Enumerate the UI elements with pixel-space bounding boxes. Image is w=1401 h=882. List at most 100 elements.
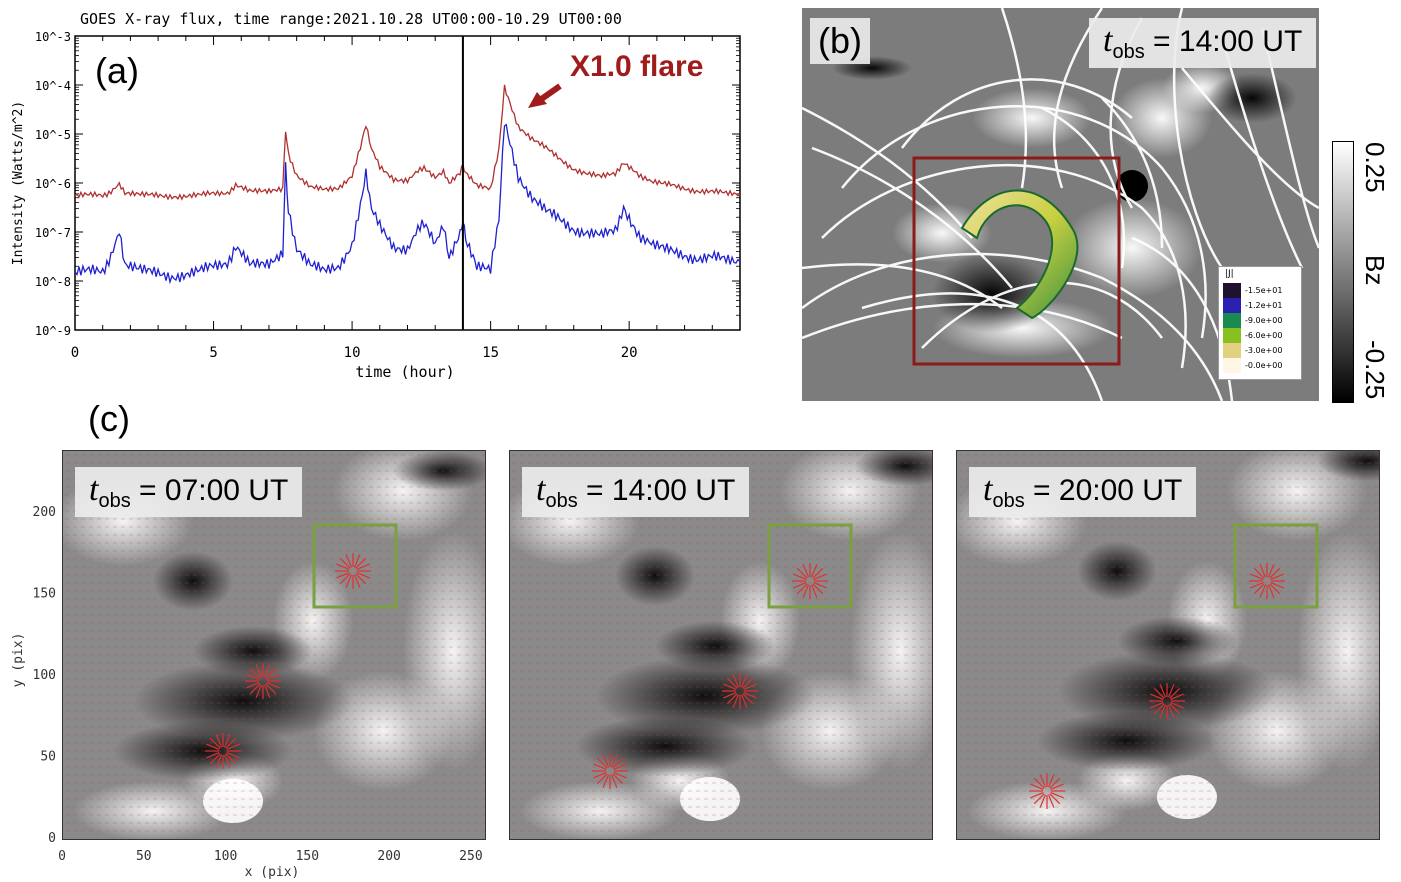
legend-row: -0.0e+00 — [1223, 358, 1282, 373]
c-x-tick-label: 200 — [377, 849, 400, 864]
velocity-arrow — [812, 583, 824, 595]
region-box — [767, 523, 853, 609]
legend-value: -6.0e+00 — [1245, 331, 1283, 340]
velocity-arrow — [345, 554, 353, 568]
velocity-arrow — [1267, 564, 1275, 578]
legend-swatch — [1223, 358, 1241, 373]
velocity-arrow — [810, 564, 818, 578]
velocity-arrow — [353, 554, 361, 568]
c-x-tick-label: 150 — [296, 849, 319, 864]
velocity-arrow — [602, 754, 610, 768]
velocity-arrow — [1033, 793, 1045, 805]
y-tick-label: 10^-5 — [35, 128, 71, 142]
y-tick-label: 10^-3 — [35, 30, 71, 44]
velocity-arrow — [813, 573, 827, 581]
legend-swatch — [1223, 313, 1241, 328]
c-x-axis-label: x (pix) — [245, 865, 300, 880]
velocity-arrow — [263, 684, 271, 698]
velocity-arrow — [593, 771, 607, 779]
x-axis-label: time (hour) — [355, 363, 454, 381]
velocity-arrow — [215, 754, 223, 768]
velocity-arrow — [226, 743, 240, 751]
velocity-arrow — [610, 754, 618, 768]
flux-series-line — [74, 123, 741, 285]
velocity-arrow — [209, 737, 221, 749]
velocity-arrow — [1250, 581, 1264, 589]
region-box — [312, 523, 398, 609]
velocity-arrow — [793, 581, 807, 589]
velocity-arrow — [740, 694, 748, 708]
velocity-arrow — [742, 693, 754, 705]
velocity-arrow — [1270, 581, 1284, 589]
flux-series — [74, 84, 741, 285]
y-tick-label: 10^-4 — [35, 79, 71, 93]
velocity-arrow — [249, 683, 261, 695]
legend-value: -1.5e+01 — [1245, 286, 1283, 295]
velocity-arrow — [1159, 704, 1167, 718]
velocity-arrow — [223, 754, 231, 768]
x-tick-label: 10 — [344, 345, 361, 361]
legend-value: -0.0e+00 — [1245, 361, 1283, 370]
velocity-arrow — [265, 667, 277, 679]
velocity-arrow — [732, 674, 740, 688]
velocity-arrow — [225, 737, 237, 749]
velocity-arrow — [723, 691, 737, 699]
velocity-arrow — [209, 753, 221, 765]
velocity-arrow — [265, 683, 277, 695]
velocity-arrow — [1153, 687, 1165, 699]
legend-row: -3.0e+00 — [1223, 343, 1282, 358]
velocity-arrows — [1029, 563, 1285, 809]
legend-row: -1.2e+01 — [1223, 298, 1282, 313]
x-tick-label: 5 — [209, 345, 217, 361]
velocity-arrow — [612, 773, 624, 785]
velocity-arrow — [339, 573, 351, 585]
velocity-arrow — [356, 571, 370, 579]
legend-swatch — [1223, 343, 1241, 358]
velocity-arrow — [1159, 684, 1167, 698]
colorbar-label: Bz — [1360, 255, 1390, 286]
velocity-arrow — [1153, 703, 1165, 715]
x-tick-label: 15 — [482, 345, 499, 361]
velocity-arrow — [796, 567, 808, 579]
y-axis-label: Intensity (Watts/m^2) — [11, 101, 26, 265]
velocity-arrow — [1170, 693, 1184, 701]
goes-xray-flux-chart: GOES X-ray flux, time range:2021.10.28 U… — [11, 10, 741, 381]
panel-a-letter: (a) — [95, 50, 139, 91]
velocity-arrow — [353, 574, 361, 588]
velocity-arrow — [612, 757, 624, 769]
region-box — [1233, 523, 1319, 609]
velocity-arrow — [810, 584, 818, 598]
velocity-arrow — [1169, 703, 1181, 715]
velocity-arrow — [266, 681, 280, 689]
velocity-arrow — [1030, 783, 1044, 791]
obs-time-label: tobs = 20:00 UT — [969, 467, 1197, 517]
y-axis-ticks: 10^-9 10^-8 10^-7 10^-6 10^-5 10^-4 10^-3 — [35, 30, 740, 338]
y-tick-label: 10^-7 — [35, 226, 71, 240]
velocity-arrow — [1253, 567, 1265, 579]
panel-b: (b) tobs = 14:00 UT |J| -1.5e+01 -1.2e+01… — [802, 8, 1319, 401]
velocity-arrow — [223, 734, 231, 748]
velocity-arrow — [740, 674, 748, 688]
panel-c-letter: (c) — [88, 398, 130, 439]
velocity-arrow — [1269, 567, 1281, 579]
velocity-arrow — [263, 664, 271, 678]
velocity-arrow — [1050, 791, 1064, 799]
velocity-arrow — [596, 773, 608, 785]
velocity-arrow — [255, 664, 263, 678]
velocity-arrow — [1033, 777, 1045, 789]
velocity-arrow — [726, 693, 738, 705]
velocity-arrow — [215, 734, 223, 748]
velocity-arrow — [1167, 704, 1175, 718]
c-y-tick-label: 150 — [33, 586, 56, 601]
velocity-arrow — [1167, 684, 1175, 698]
legend-value: -1.2e+01 — [1245, 301, 1283, 310]
velocity-arrow — [1049, 793, 1061, 805]
velocity-arrow — [336, 571, 350, 579]
velocity-arrow — [206, 743, 220, 751]
velocity-arrow — [1267, 584, 1275, 598]
velocity-arrow — [226, 751, 240, 759]
velocity-arrow — [596, 757, 608, 769]
velocity-arrow — [610, 774, 618, 788]
velocity-arrow — [356, 563, 370, 571]
velocity-arrow — [1150, 693, 1164, 701]
